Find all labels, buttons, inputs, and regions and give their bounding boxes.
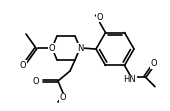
Text: N: N [77, 44, 83, 53]
Text: HN: HN [124, 75, 136, 84]
Text: O: O [20, 60, 26, 69]
Text: O: O [151, 59, 157, 68]
Text: O: O [32, 76, 39, 85]
Text: O: O [49, 44, 55, 53]
Text: O: O [96, 13, 103, 22]
Text: O: O [60, 93, 66, 102]
